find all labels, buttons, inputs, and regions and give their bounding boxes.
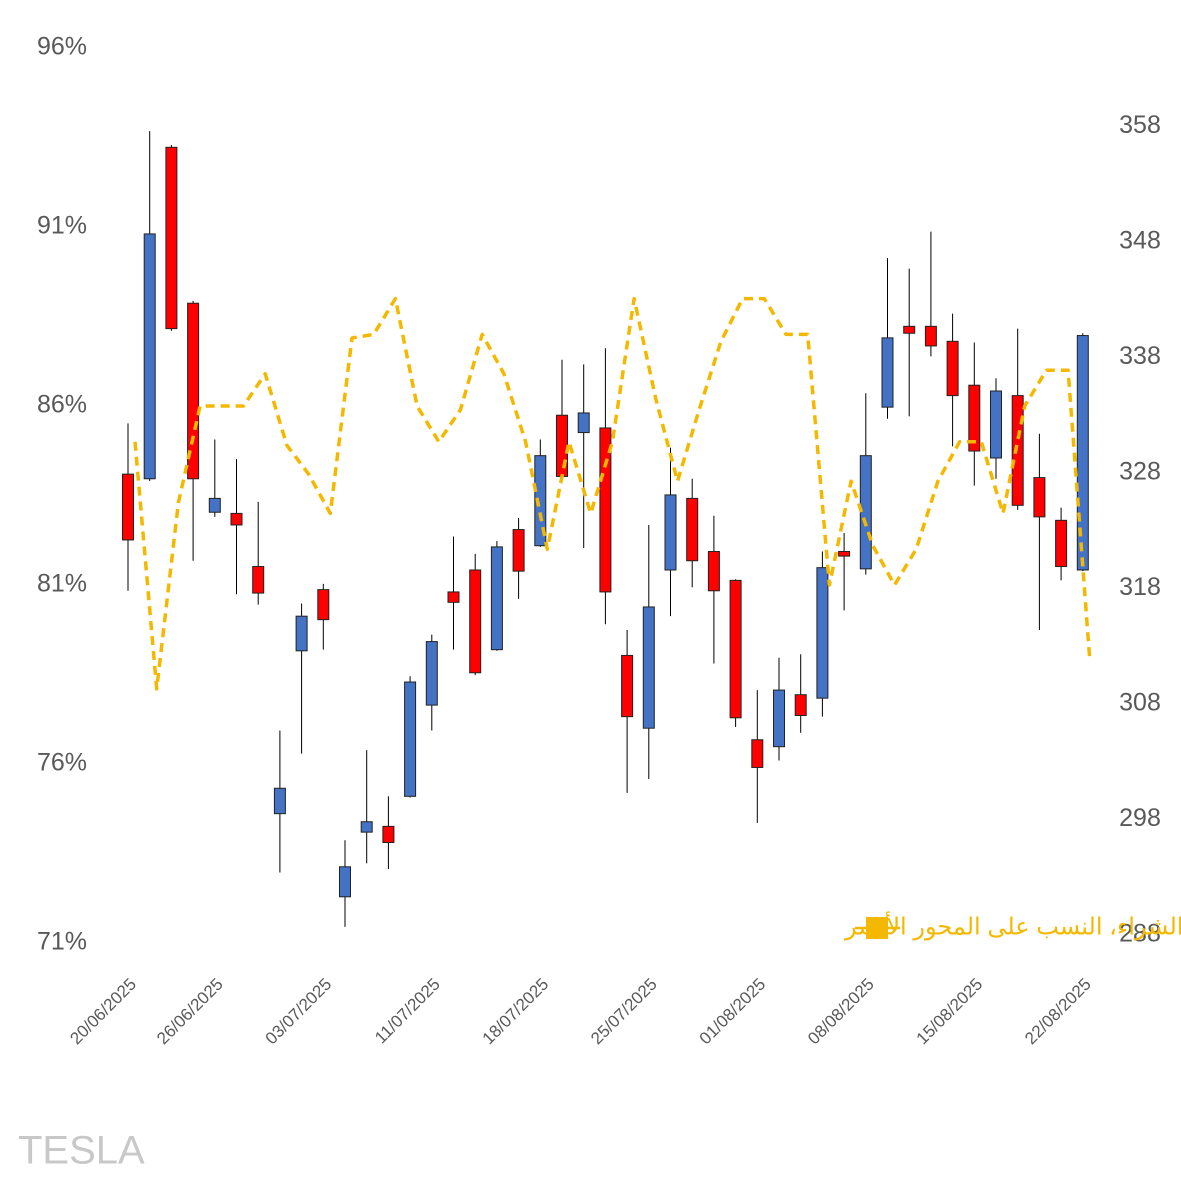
candle-body: [968, 384, 981, 452]
y-tick-label: 81%: [37, 570, 87, 598]
candle-body: [230, 512, 243, 526]
y2-tick-label: 298: [1119, 804, 1161, 832]
x-tick-label: 18/07/2025: [479, 975, 553, 1049]
y2-tick-label: 338: [1119, 342, 1161, 370]
candle-body: [295, 615, 308, 652]
candle-body: [490, 546, 503, 651]
candle-body: [794, 694, 807, 716]
x-tick-label: 15/08/2025: [913, 975, 987, 1049]
x-tick-label: 26/06/2025: [153, 975, 227, 1049]
y-tick-label: 71%: [37, 928, 87, 956]
watermark: TESLA: [18, 1129, 145, 1173]
candle-body: [751, 739, 764, 768]
x-tick-label: 08/08/2025: [804, 975, 878, 1049]
candle-body: [859, 455, 872, 570]
candle-body: [664, 494, 677, 571]
x-tick-label: 20/06/2025: [66, 975, 140, 1049]
x-tick-label: 11/07/2025: [371, 975, 444, 1048]
candle-body: [729, 579, 742, 719]
candle-body: [360, 821, 373, 833]
candle-body: [447, 591, 460, 603]
candle-body: [707, 551, 720, 592]
candle-body: [404, 681, 417, 797]
candle-body: [143, 233, 156, 480]
legend-marker: [866, 917, 888, 939]
candle-body: [577, 412, 590, 434]
candle-body: [924, 325, 937, 347]
candle-body: [1033, 477, 1046, 518]
candle-body: [273, 787, 286, 815]
candle-body: [317, 589, 330, 621]
y2-tick-label: 358: [1119, 111, 1161, 139]
candle-body: [903, 325, 916, 334]
candle-body: [165, 146, 178, 330]
y-tick-label: 91%: [37, 212, 87, 240]
candle-body: [599, 427, 612, 593]
candle-body: [881, 337, 894, 408]
y2-tick-label: 348: [1119, 227, 1161, 255]
x-tick-label: 03/07/2025: [262, 975, 336, 1049]
candle-body: [686, 497, 699, 562]
x-tick-label: 22/08/2025: [1021, 975, 1095, 1049]
candle-body: [252, 566, 265, 594]
candle-body: [382, 825, 395, 844]
legend-label: توجه عملاء، نسبة الشراء، النسب على المحو…: [844, 911, 1181, 940]
x-tick-label: 01/08/2025: [696, 975, 770, 1049]
candle-body: [534, 455, 547, 547]
line-series: [133, 296, 1092, 691]
candle-body: [946, 340, 959, 397]
candle-body: [425, 641, 438, 706]
candle-body: [1011, 395, 1024, 506]
candle-body: [990, 390, 1002, 459]
candle-body: [642, 606, 655, 729]
candle-body: [556, 414, 568, 477]
candle-body: [122, 473, 134, 541]
candle-body: [816, 567, 829, 699]
y2-tick-label: 328: [1119, 458, 1161, 486]
candle-body: [187, 302, 200, 480]
y2-tick-label: 288: [1119, 920, 1161, 948]
y-tick-label: 86%: [37, 391, 87, 419]
candle-body: [469, 569, 482, 674]
candle-body: [1076, 335, 1089, 571]
candle-body: [512, 529, 525, 572]
x-tick-label: 25/07/2025: [587, 975, 661, 1049]
candle-body: [1055, 519, 1068, 568]
candle-body: [208, 497, 221, 513]
candle-body: [621, 654, 634, 718]
candle-body: [773, 689, 785, 748]
y-tick-label: 76%: [37, 749, 87, 777]
y-tick-label: 96%: [37, 33, 87, 61]
y2-tick-label: 318: [1119, 573, 1161, 601]
candle-body: [339, 866, 351, 898]
y2-tick-label: 308: [1119, 689, 1161, 717]
candle-body: [838, 551, 851, 557]
